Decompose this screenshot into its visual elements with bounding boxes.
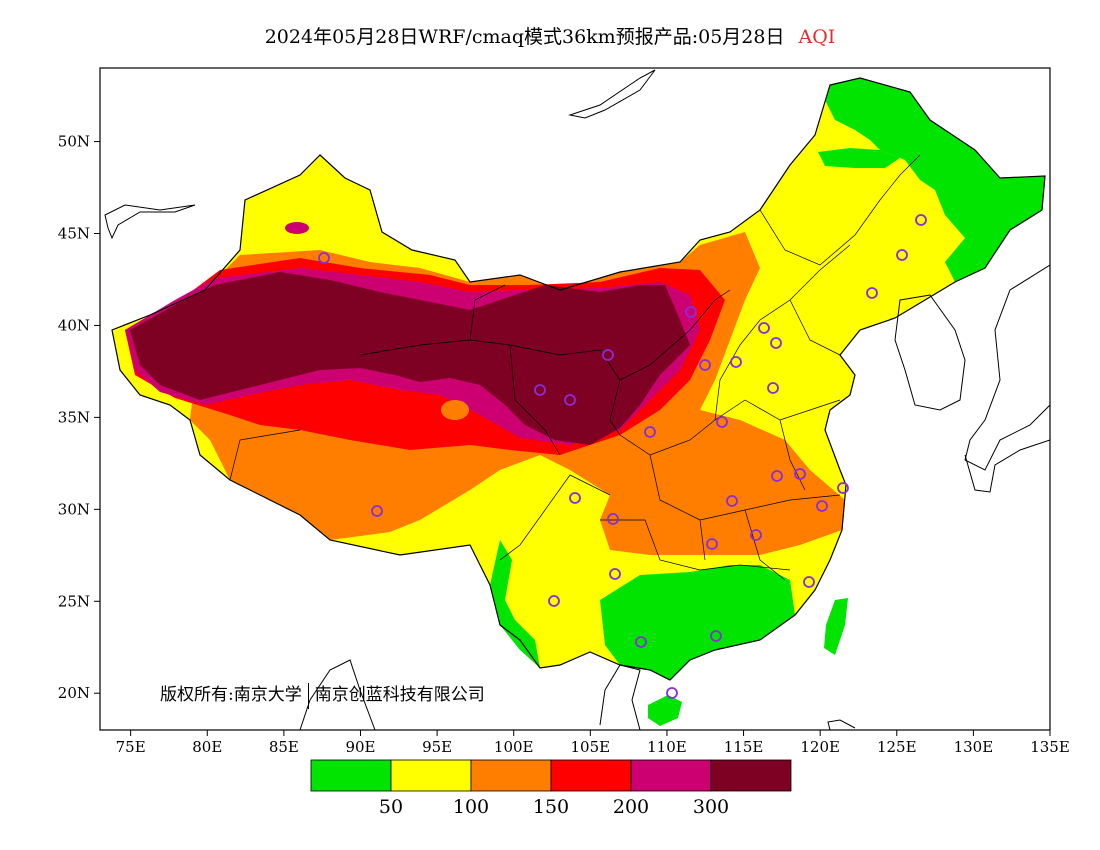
station-marker (666, 687, 678, 699)
title-variable: AQI (798, 26, 836, 48)
spot-aqi-magenta-1 (285, 222, 309, 234)
station-marker (730, 356, 742, 368)
station-marker (609, 568, 621, 580)
legend-threshold-label: 50 (379, 796, 403, 818)
station-marker (318, 252, 330, 264)
x-tick-label: 135E (1030, 738, 1070, 756)
korea-coast (894, 294, 966, 411)
x-tick-label: 110E (647, 738, 687, 756)
region-aqi-green-taiwan (824, 598, 848, 655)
region-aqi-green-hainan (648, 695, 682, 726)
x-tick-label: 105E (571, 738, 611, 756)
station-marker (548, 595, 560, 607)
y-axis: 50N 45N 40N 35N 30N 25N 20N (58, 133, 100, 702)
credit-separator (307, 682, 309, 709)
x-tick-label: 90E (345, 738, 375, 756)
station-marker (607, 513, 619, 525)
station-marker (767, 382, 779, 394)
legend-threshold-label: 150 (533, 796, 569, 818)
station-marker (750, 529, 762, 541)
station-marker (602, 349, 614, 361)
legend-swatch (310, 759, 392, 792)
y-tick-label: 45N (58, 225, 90, 243)
province-boundaries (229, 154, 921, 581)
philippines-coast (827, 719, 856, 730)
region-aqi-green-band (818, 148, 900, 168)
station-marker (915, 214, 927, 226)
spot-aqi-orange-1 (441, 400, 469, 420)
station-marker (685, 306, 697, 318)
x-tick-label: 95E (422, 738, 452, 756)
copyright-credit: 版权所有:南京大学 南京创蓝科技有限公司 (160, 680, 485, 709)
kazakh-lake (104, 204, 196, 240)
station-marker (569, 492, 581, 504)
x-tick-label: 85E (269, 738, 299, 756)
station-markers (318, 214, 927, 699)
color-legend: 50 100 150 200 300 (310, 759, 792, 818)
legend-threshold-label: 100 (453, 796, 489, 818)
japan-south-coast (964, 439, 1050, 493)
station-marker (726, 495, 738, 507)
station-marker (644, 426, 656, 438)
japan-coast (964, 264, 1050, 471)
x-tick-label: 115E (724, 738, 764, 756)
credit-partner: 南京创蓝科技有限公司 (314, 685, 485, 705)
x-tick-label: 130E (954, 738, 994, 756)
region-aqi-green-northeast (825, 78, 1045, 282)
legend-threshold-label: 300 (693, 796, 729, 818)
credit-owner: 版权所有:南京大学 (160, 685, 302, 705)
station-marker (534, 384, 546, 396)
station-marker (635, 636, 647, 648)
station-marker (771, 470, 783, 482)
legend-threshold-label: 200 (613, 796, 649, 818)
legend-swatch (710, 759, 792, 792)
y-tick-label: 50N (58, 133, 90, 151)
x-tick-label: 75E (116, 738, 146, 756)
legend-swatch (470, 759, 552, 792)
station-marker (699, 359, 711, 371)
indochina-coast (599, 664, 641, 730)
legend-swatch (550, 759, 632, 792)
region-aqi-maroon (130, 272, 690, 445)
china-border (111, 77, 1046, 681)
chart-title: 2024年05月28日WRF/cmaq模式36km预报产品:05月28日 AQI (0, 22, 1100, 49)
y-tick-label: 30N (58, 500, 90, 518)
station-marker (837, 482, 849, 494)
y-tick-label: 25N (58, 592, 90, 610)
station-marker (770, 337, 782, 349)
russia-coast-north (568, 69, 656, 119)
station-marker (706, 538, 718, 550)
x-tick-label: 80E (192, 738, 222, 756)
plot-frame (99, 67, 1051, 731)
x-tick-label: 125E (877, 738, 917, 756)
x-tick-label: 120E (800, 738, 840, 756)
y-tick-label: 35N (58, 408, 90, 426)
station-marker (371, 505, 383, 517)
title-main: 2024年05月28日WRF/cmaq模式36km预报产品:05月28日 (264, 26, 785, 48)
legend-swatch (630, 759, 712, 792)
map-layer (104, 69, 1050, 730)
region-aqi-green-south (600, 565, 795, 680)
x-tick-label: 100E (494, 738, 534, 756)
legend-swatch (390, 759, 472, 792)
station-marker (710, 630, 722, 642)
y-tick-label: 20N (58, 684, 90, 702)
station-marker (816, 500, 828, 512)
x-axis: 75E 80E 85E 90E 95E 100E 105E 110E 115E 120E 125E 1… (116, 730, 1070, 756)
station-marker (564, 394, 576, 406)
y-tick-label: 40N (58, 316, 90, 334)
station-marker (794, 468, 806, 480)
station-marker (866, 287, 878, 299)
station-marker (758, 322, 770, 334)
station-marker (716, 416, 728, 428)
station-marker (803, 576, 815, 588)
station-marker (896, 249, 908, 261)
region-aqi-green-yunnan (490, 540, 540, 668)
